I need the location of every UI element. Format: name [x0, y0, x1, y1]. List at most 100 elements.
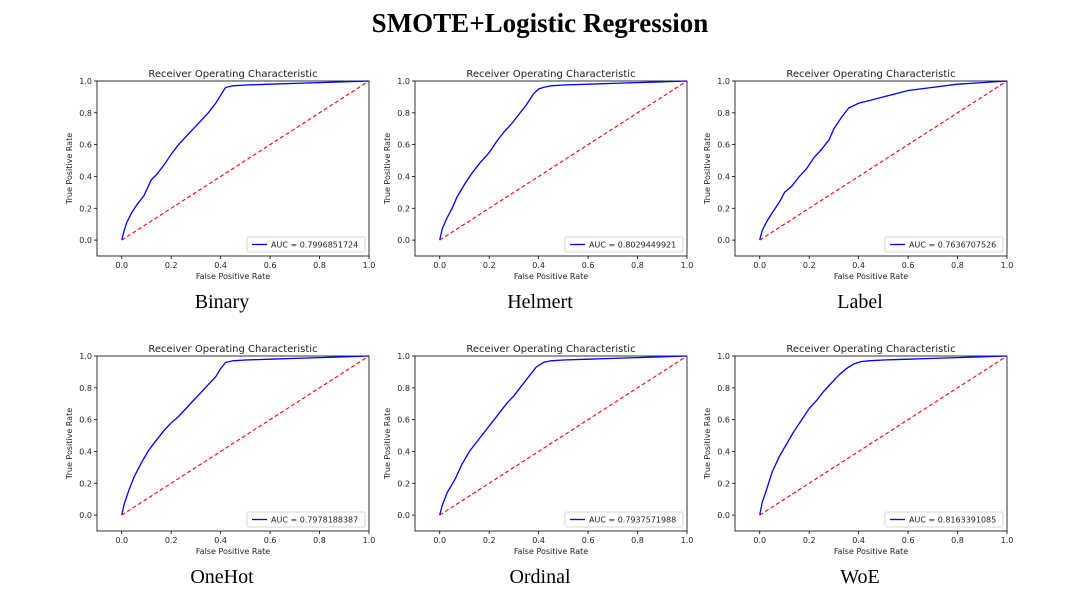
roc-panel-label: Receiver Operating Characteristic 0.0 0.2 0… — [690, 65, 1030, 325]
y-tick-label: 0.8 — [79, 109, 92, 118]
roc-curve — [759, 80, 1008, 241]
roc-chart-ordinal: Receiver Operating Characteristic 0.0 0.2 0… — [383, 344, 694, 556]
y-tick-label: 0.8 — [397, 109, 410, 118]
x-tick-label: 0.0 — [753, 261, 766, 270]
x-axis-label: False Positive Rate — [514, 272, 588, 281]
plot-frame — [734, 355, 1008, 532]
y-axis-label: True Positive Rate — [65, 133, 74, 205]
y-axis-label: True Positive Rate — [703, 133, 712, 205]
x-tick-label: 0.0 — [433, 536, 446, 545]
legend-label: AUC = 0.8029449921 — [589, 241, 676, 250]
roc-chart-binary: Receiver Operating Characteristic 0.0 0.2 0… — [65, 69, 376, 281]
y-axis-label: True Positive Rate — [703, 408, 712, 480]
y-tick-label: 0.4 — [397, 172, 410, 181]
y-tick-label: 1.0 — [717, 352, 730, 361]
roc-chart-label: Receiver Operating Characteristic 0.0 0.2 0… — [703, 69, 1013, 281]
x-axis-label: False Positive Rate — [834, 547, 908, 556]
y-tick-label: 0.6 — [717, 141, 730, 150]
y-tick-label: 0.6 — [79, 416, 92, 425]
x-axis-label: False Positive Rate — [196, 547, 270, 556]
y-tick-label: 1.0 — [397, 77, 410, 86]
legend-box — [884, 511, 1004, 528]
x-tick-label: 0.8 — [313, 536, 326, 545]
roc-panel-binary: Receiver Operating Characteristic 0.0 0.2 0… — [52, 65, 392, 325]
legend-label: AUC = 0.7937571988 — [589, 516, 676, 525]
chance-line — [439, 355, 688, 516]
panel-caption: OneHot — [190, 566, 254, 588]
plot-title: Receiver Operating Characteristic — [466, 69, 635, 80]
roc-curve — [121, 80, 370, 241]
y-tick-label: 0.8 — [717, 109, 730, 118]
y-tick-label: 0.2 — [79, 479, 92, 488]
plot-title: Receiver Operating Characteristic — [786, 344, 955, 355]
roc-panel-helmert: Receiver Operating Characteristic 0.0 0.2 0… — [370, 65, 710, 325]
roc-chart-helmert: Receiver Operating Characteristic 0.0 0.2 0… — [383, 69, 694, 281]
panel-caption: Ordinal — [509, 566, 571, 588]
y-tick-label: 0.4 — [717, 172, 730, 181]
legend: AUC = 0.7996851724 — [246, 236, 366, 253]
x-tick-label: 0.2 — [165, 536, 178, 545]
x-tick-label: 0.4 — [852, 261, 865, 270]
y-tick-label: 0.4 — [717, 447, 730, 456]
plot-frame — [734, 80, 1008, 257]
x-tick-label: 0.0 — [115, 261, 128, 270]
roc-panel-woe: Receiver Operating Characteristic 0.0 0.2 0… — [690, 340, 1030, 600]
y-tick-label: 0.2 — [397, 204, 410, 213]
x-tick-label: 0.4 — [214, 536, 227, 545]
chance-line — [759, 80, 1008, 241]
roc-chart-woe: Receiver Operating Characteristic 0.0 0.2 0… — [703, 344, 1014, 556]
x-tick-label: 0.6 — [902, 261, 915, 270]
x-tick-label: 0.2 — [165, 261, 178, 270]
chance-line — [121, 80, 370, 241]
x-tick-label: 0.4 — [214, 261, 227, 270]
x-tick-label: 0.6 — [902, 536, 915, 545]
y-tick-label: 0.2 — [717, 204, 730, 213]
x-tick-label: 0.2 — [483, 536, 496, 545]
x-tick-label: 0.2 — [803, 261, 816, 270]
y-tick-label: 0.8 — [79, 384, 92, 393]
y-tick-label: 1.0 — [397, 352, 410, 361]
legend-label: AUC = 0.7978188387 — [271, 516, 358, 525]
x-tick-label: 0.2 — [483, 261, 496, 270]
plot-title: Receiver Operating Characteristic — [148, 344, 317, 355]
plot-frame — [414, 355, 688, 532]
x-tick-label: 0.0 — [433, 261, 446, 270]
x-axis-label: False Positive Rate — [196, 272, 270, 281]
panel-caption: Helmert — [507, 291, 573, 313]
y-tick-label: 0.4 — [397, 447, 410, 456]
x-tick-label: 1.0 — [681, 536, 694, 545]
figure-title: SMOTE+Logistic Regression — [371, 8, 709, 38]
legend-box — [564, 236, 684, 253]
x-tick-label: 0.6 — [582, 536, 595, 545]
x-tick-label: 0.6 — [582, 261, 595, 270]
y-tick-label: 0.0 — [397, 236, 410, 245]
legend-label: AUC = 0.7996851724 — [271, 241, 358, 250]
y-axis-label: True Positive Rate — [383, 133, 392, 205]
legend: AUC = 0.7636707526 — [884, 236, 1004, 253]
roc-curve — [121, 355, 370, 516]
x-tick-label: 0.8 — [631, 261, 644, 270]
x-tick-label: 1.0 — [363, 261, 376, 270]
x-axis-label: False Positive Rate — [834, 272, 908, 281]
x-tick-label: 0.4 — [532, 536, 545, 545]
y-tick-label: 0.2 — [79, 204, 92, 213]
x-tick-label: 0.8 — [951, 536, 964, 545]
roc-chart-onehot: Receiver Operating Characteristic 0.0 0.2 0… — [65, 344, 375, 556]
x-tick-label: 1.0 — [681, 261, 694, 270]
y-tick-label: 0.6 — [397, 416, 410, 425]
y-tick-label: 1.0 — [79, 77, 92, 86]
y-tick-label: 0.6 — [717, 416, 730, 425]
y-tick-label: 0.6 — [397, 141, 410, 150]
x-tick-label: 1.0 — [1001, 536, 1014, 545]
x-tick-label: 0.4 — [852, 536, 865, 545]
chance-line — [759, 355, 1008, 516]
plot-frame — [96, 80, 370, 257]
x-tick-label: 0.4 — [532, 261, 545, 270]
panel-caption: Label — [837, 291, 883, 313]
y-tick-label: 1.0 — [79, 352, 92, 361]
x-tick-label: 0.0 — [115, 536, 128, 545]
legend: AUC = 0.8163391085 — [884, 511, 1004, 528]
legend: AUC = 0.8029449921 — [564, 236, 684, 253]
legend-box — [564, 511, 684, 528]
roc-curve — [439, 80, 688, 241]
